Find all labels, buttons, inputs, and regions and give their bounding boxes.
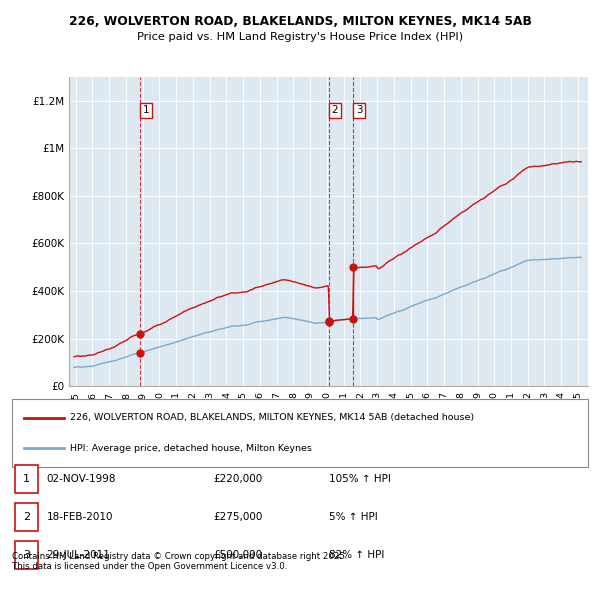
Text: 105% ↑ HPI: 105% ↑ HPI (329, 474, 391, 484)
Text: 2: 2 (331, 105, 338, 115)
Text: 1: 1 (142, 105, 149, 115)
Text: Price paid vs. HM Land Registry's House Price Index (HPI): Price paid vs. HM Land Registry's House … (137, 32, 463, 42)
Text: 226, WOLVERTON ROAD, BLAKELANDS, MILTON KEYNES, MK14 5AB (detached house): 226, WOLVERTON ROAD, BLAKELANDS, MILTON … (70, 414, 474, 422)
Text: £275,000: £275,000 (214, 512, 263, 522)
Text: £500,000: £500,000 (214, 550, 263, 560)
Text: 2: 2 (23, 512, 30, 522)
Text: 1: 1 (23, 474, 30, 484)
FancyBboxPatch shape (12, 399, 588, 467)
Text: 02-NOV-1998: 02-NOV-1998 (47, 474, 116, 484)
Text: £220,000: £220,000 (214, 474, 263, 484)
Text: 82% ↑ HPI: 82% ↑ HPI (329, 550, 384, 560)
Text: 5% ↑ HPI: 5% ↑ HPI (329, 512, 377, 522)
Text: 3: 3 (23, 550, 30, 560)
Text: HPI: Average price, detached house, Milton Keynes: HPI: Average price, detached house, Milt… (70, 444, 311, 453)
Text: 18-FEB-2010: 18-FEB-2010 (47, 512, 113, 522)
FancyBboxPatch shape (15, 540, 38, 569)
Text: 226, WOLVERTON ROAD, BLAKELANDS, MILTON KEYNES, MK14 5AB: 226, WOLVERTON ROAD, BLAKELANDS, MILTON … (68, 15, 532, 28)
FancyBboxPatch shape (15, 503, 38, 531)
Text: 3: 3 (356, 105, 362, 115)
Text: 29-JUL-2011: 29-JUL-2011 (47, 550, 110, 560)
Text: Contains HM Land Registry data © Crown copyright and database right 2025.
This d: Contains HM Land Registry data © Crown c… (12, 552, 347, 571)
FancyBboxPatch shape (15, 465, 38, 493)
